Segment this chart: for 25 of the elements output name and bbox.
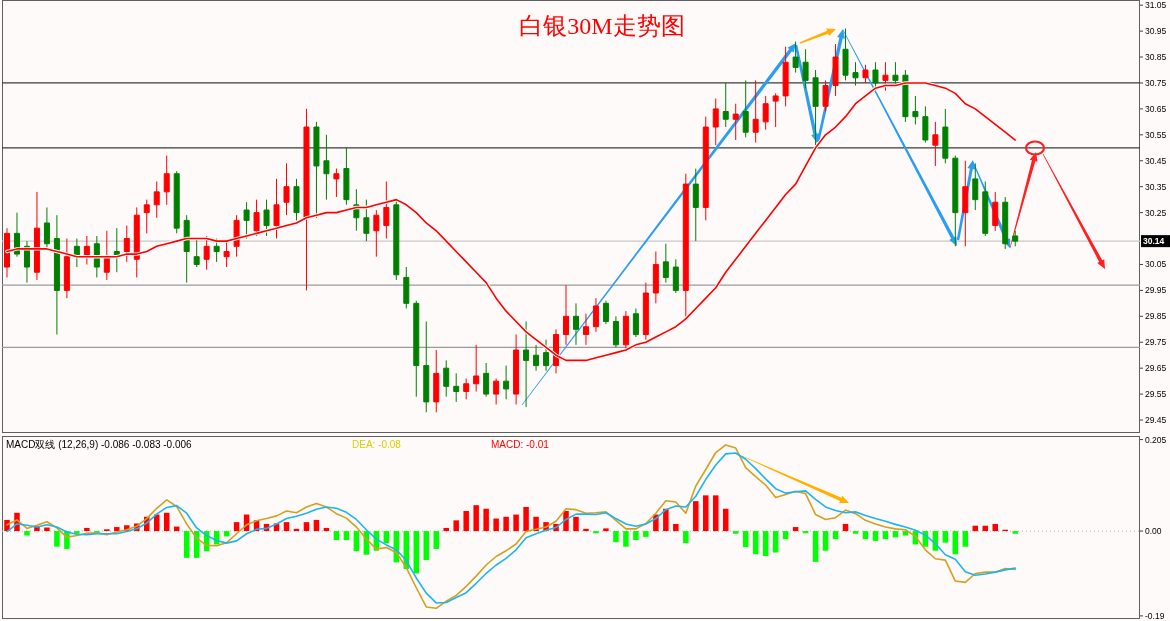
tick-label: 30.25 bbox=[1145, 207, 1167, 218]
annotation: DEA: -0.08 bbox=[352, 439, 401, 450]
tick-label: 30.85 bbox=[1145, 52, 1167, 63]
tick-label: 29.85 bbox=[1145, 311, 1167, 322]
tick-label: 30.05 bbox=[1145, 259, 1167, 270]
tick-label: 29.55 bbox=[1145, 389, 1167, 400]
tick-label: 31.05 bbox=[1145, 0, 1167, 11]
tick-label: 30.45 bbox=[1145, 155, 1167, 166]
tick-label: 0.00 bbox=[1145, 526, 1162, 537]
tick-label: 29.95 bbox=[1145, 285, 1167, 296]
tick-label: 29.75 bbox=[1145, 337, 1167, 348]
tick-label: 29.45 bbox=[1145, 415, 1167, 426]
price-label: 30.14 bbox=[1141, 235, 1170, 248]
tick-label: 30.75 bbox=[1145, 77, 1167, 88]
tick-label: 30.65 bbox=[1145, 103, 1167, 114]
tick-label: 30.35 bbox=[1145, 181, 1167, 192]
title: 白银30M走势图 bbox=[519, 13, 685, 39]
tick-label: -0.19 bbox=[1145, 610, 1165, 621]
tick-label: 30.55 bbox=[1145, 129, 1167, 140]
ref-line-label: 30.14 bbox=[1143, 236, 1165, 247]
tick-label: 29.65 bbox=[1145, 363, 1167, 374]
title: MACD双线 (12,26,9) -0.086 -0.083 -0.006 bbox=[6, 439, 192, 450]
tick-label: 30.95 bbox=[1145, 26, 1167, 37]
annotation: MACD: -0.01 bbox=[491, 439, 549, 450]
tick-label: 0.205 bbox=[1145, 434, 1167, 445]
